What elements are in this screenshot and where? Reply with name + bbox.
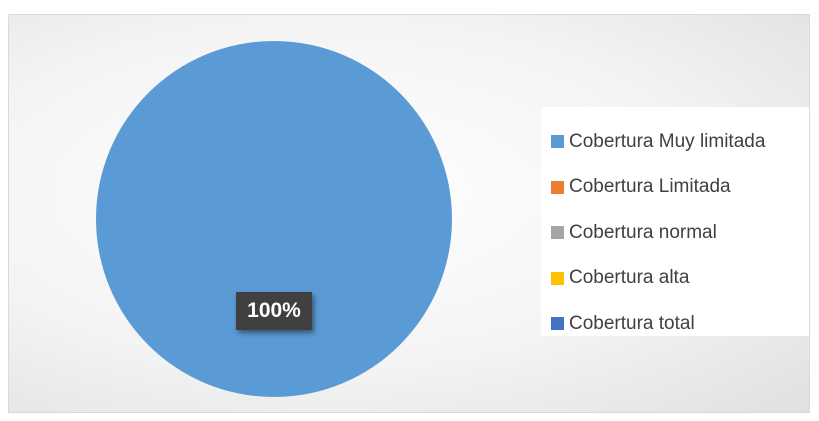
legend-label: Cobertura Muy limitada [569,130,766,152]
legend-item: Cobertura total [541,301,809,347]
legend-swatch [551,135,564,149]
pie-slice [96,41,452,397]
legend-item: Cobertura alta [541,256,809,302]
legend-label: Cobertura total [569,312,695,334]
legend-swatch [551,180,564,194]
legend-swatch [551,271,564,285]
legend-swatch [551,226,564,240]
pie-slices [96,41,452,397]
legend-item: Cobertura Muy limitada [541,119,809,165]
legend-label: Cobertura normal [569,221,717,243]
legend-item: Cobertura normal [541,210,809,256]
legend: Cobertura Muy limitada Cobertura Limitad… [541,107,809,336]
legend-label: Cobertura Limitada [569,176,731,198]
slice-data-label: 100% [236,292,312,330]
legend-item: Cobertura Limitada [541,165,809,211]
legend-label: Cobertura alta [569,267,690,289]
legend-swatch [551,317,564,331]
